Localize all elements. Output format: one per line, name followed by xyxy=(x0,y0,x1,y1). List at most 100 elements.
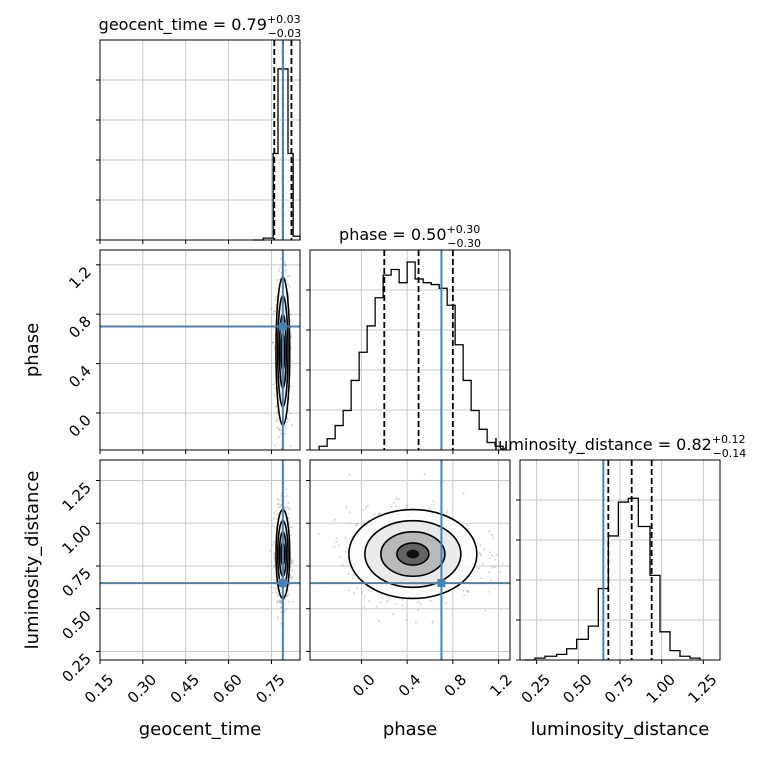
panel-geocent_time-luminosity_distance-samples xyxy=(269,488,294,625)
title-phase: phase = 0.50+0.30 −0.30 xyxy=(339,223,481,250)
sample-point xyxy=(387,596,390,599)
sample-point xyxy=(280,605,283,608)
sample-point xyxy=(272,383,275,386)
histogram-phase xyxy=(318,261,504,450)
histogram-luminosity_distance xyxy=(525,497,701,661)
sample-point xyxy=(285,269,288,271)
sample-point xyxy=(278,428,281,431)
xtick-label-geocent_time: 0.60 xyxy=(210,671,246,707)
sample-point xyxy=(478,567,481,570)
sample-point xyxy=(284,270,287,273)
sample-point xyxy=(280,432,283,435)
sample-point xyxy=(269,307,272,310)
sample-point xyxy=(279,504,282,507)
sample-point xyxy=(272,591,275,594)
sample-point xyxy=(271,524,274,527)
sample-point xyxy=(291,559,294,562)
sample-point xyxy=(488,551,491,554)
sample-point xyxy=(278,503,281,506)
histogram-geocent_time xyxy=(253,68,301,241)
sample-point xyxy=(341,563,344,566)
sample-point xyxy=(292,320,295,323)
marks-layer xyxy=(100,40,701,661)
sample-point xyxy=(277,499,280,502)
sample-point xyxy=(355,524,358,527)
sample-point xyxy=(378,512,381,515)
xtick-label-luminosity_distance: 1.25 xyxy=(684,671,720,707)
xtick-label-geocent_time: 0.15 xyxy=(81,671,117,707)
sample-point xyxy=(286,594,289,597)
xtick-label-phase: 0.4 xyxy=(395,671,425,701)
sample-point xyxy=(494,558,497,561)
sample-point xyxy=(280,271,283,274)
sample-point xyxy=(273,556,276,559)
sample-point xyxy=(397,498,400,501)
ylabel-phase: phase xyxy=(22,323,43,377)
sample-point xyxy=(276,411,279,414)
sample-point xyxy=(286,418,289,421)
sample-point xyxy=(291,576,294,578)
sample-point xyxy=(289,333,292,336)
sample-point xyxy=(287,502,290,504)
ylabel-luminosity_distance: luminosity_distance xyxy=(22,471,43,650)
sample-point xyxy=(366,504,369,507)
sample-point xyxy=(317,533,320,536)
sample-point xyxy=(390,506,393,508)
sample-point xyxy=(484,609,487,612)
sample-point xyxy=(275,525,277,528)
sample-point xyxy=(273,552,275,555)
sample-point xyxy=(490,533,493,536)
xtick-label-geocent_time: 0.30 xyxy=(124,671,160,707)
sample-point xyxy=(444,602,447,605)
sample-point xyxy=(279,601,282,604)
panel-phase-luminosity_distance-contour xyxy=(380,530,446,578)
sample-point xyxy=(462,492,465,495)
sample-point xyxy=(378,619,381,622)
sample-point xyxy=(284,488,287,491)
sample-point xyxy=(283,611,286,614)
sample-point xyxy=(290,526,293,529)
sample-point xyxy=(414,621,417,624)
xtick-label-phase: 0.0 xyxy=(349,671,379,701)
sample-point xyxy=(367,589,370,592)
sample-point xyxy=(345,551,348,553)
sample-point xyxy=(369,589,372,592)
panel-geocent_time-luminosity_distance-truth-marker xyxy=(278,579,287,588)
sample-point xyxy=(379,601,382,603)
sample-point xyxy=(278,601,280,604)
xtick-label-luminosity_distance: 1.00 xyxy=(643,671,679,707)
sample-point xyxy=(289,526,292,529)
sample-point xyxy=(291,569,294,572)
sample-point xyxy=(345,506,348,509)
sample-point xyxy=(281,456,283,458)
sample-point xyxy=(278,266,281,269)
sample-point xyxy=(284,425,287,427)
sample-point xyxy=(273,517,275,520)
sample-point xyxy=(488,530,491,533)
sample-point xyxy=(288,508,291,511)
sample-point xyxy=(292,562,294,564)
ytick-label-luminosity_distance: 0.25 xyxy=(58,650,94,686)
sample-point xyxy=(279,602,282,605)
title-geocent_time: geocent_time = 0.79+0.03 −0.03 xyxy=(99,13,302,40)
sample-point xyxy=(287,409,290,412)
xtick-label-phase: 1.2 xyxy=(486,671,516,701)
sample-point xyxy=(273,558,276,561)
sample-point xyxy=(272,566,275,569)
sample-point xyxy=(285,495,288,498)
ytick-label-luminosity_distance: 1.00 xyxy=(58,521,94,557)
sample-point xyxy=(285,427,287,430)
sample-point xyxy=(417,609,420,612)
sample-point xyxy=(462,589,465,592)
sample-point xyxy=(489,579,492,582)
sample-point xyxy=(401,604,404,607)
sample-point xyxy=(429,599,432,602)
sample-point xyxy=(348,511,351,514)
sample-point xyxy=(392,502,395,504)
sample-point xyxy=(423,473,426,476)
sample-point xyxy=(285,608,288,611)
sample-point xyxy=(289,529,292,532)
panel-phase-luminosity_distance-truth-marker xyxy=(437,579,446,588)
sample-point xyxy=(373,513,376,516)
sample-point xyxy=(279,429,282,432)
